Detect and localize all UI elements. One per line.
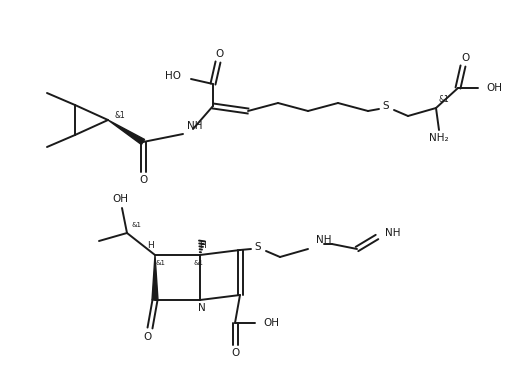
Text: &1: &1 xyxy=(193,260,203,266)
Text: &1: &1 xyxy=(155,260,165,266)
Text: OH: OH xyxy=(112,194,128,204)
Text: OH: OH xyxy=(263,318,279,328)
Text: NH₂: NH₂ xyxy=(429,133,449,143)
Text: O: O xyxy=(144,332,152,342)
Text: N: N xyxy=(198,303,206,313)
Text: O: O xyxy=(139,175,147,185)
Text: &1: &1 xyxy=(115,110,125,119)
Text: S: S xyxy=(383,101,389,111)
Text: H: H xyxy=(148,241,155,250)
Text: OH: OH xyxy=(486,83,502,93)
Text: NH: NH xyxy=(316,235,331,245)
Polygon shape xyxy=(152,255,158,300)
Text: O: O xyxy=(216,49,224,59)
Text: &1: &1 xyxy=(438,95,449,104)
Polygon shape xyxy=(108,120,145,145)
Text: NH: NH xyxy=(385,228,400,238)
Text: O: O xyxy=(461,53,469,63)
Text: &1: &1 xyxy=(132,222,142,228)
Text: HO: HO xyxy=(165,71,181,81)
Text: O: O xyxy=(231,348,239,358)
Text: NH: NH xyxy=(187,121,203,131)
Text: S: S xyxy=(255,242,262,252)
Text: H: H xyxy=(199,241,205,250)
